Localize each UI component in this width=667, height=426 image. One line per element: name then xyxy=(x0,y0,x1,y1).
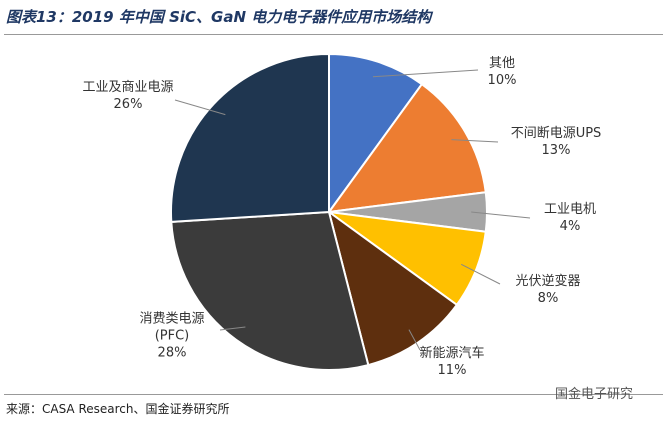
pie-slice xyxy=(328,52,424,216)
leader-line xyxy=(460,263,501,285)
leader-line xyxy=(471,211,531,219)
slice-label: 新能源汽车 11% xyxy=(419,345,484,379)
slice-label: 工业电机 4% xyxy=(544,201,596,235)
leader-line xyxy=(451,139,499,143)
slice-name: 新能源汽车 xyxy=(419,346,485,361)
pie-slice xyxy=(170,210,370,371)
slice-name: 光伏逆变器 xyxy=(515,274,581,289)
leader-line xyxy=(174,99,226,116)
slice-name: 其他 xyxy=(488,56,515,71)
rule xyxy=(4,394,663,395)
slice-label: 消费类电源(PFC) 28% xyxy=(137,311,207,362)
slice-label: 光伏逆变器 8% xyxy=(515,273,580,307)
slice-name: 消费类电源(PFC) xyxy=(139,311,205,344)
watermark: 国金电子研究 xyxy=(555,387,634,402)
source: 来源：CASA Research、国金证券研究所 xyxy=(6,402,230,416)
slice-label: 不间断电源UPS 13% xyxy=(511,125,602,159)
slice-value: 4% xyxy=(559,219,581,234)
leader-line xyxy=(372,69,479,78)
slice-value: 10% xyxy=(487,73,517,88)
pie-slice xyxy=(326,82,487,214)
slice-value: 26% xyxy=(113,97,143,112)
slice-name: 工业电机 xyxy=(543,202,597,217)
slice-value: 11% xyxy=(437,363,467,378)
slice-name: 不间断电源UPS xyxy=(510,126,602,141)
pie-slice xyxy=(327,209,459,367)
pie-slice xyxy=(170,52,330,223)
slice-value: 28% xyxy=(157,345,187,361)
leader-line xyxy=(408,329,421,351)
slice-value: 8% xyxy=(537,291,559,306)
rule xyxy=(4,34,663,35)
slice-label: 工业及商业电源 26% xyxy=(82,79,173,113)
leader-line xyxy=(219,326,246,331)
slice-value: 13% xyxy=(541,143,571,158)
slice-label: 其他 10% xyxy=(488,55,517,89)
slice-name: 工业及商业电源 xyxy=(82,80,174,95)
title: 图表13：2019 年中国 SiC、GaN 电力电子器件应用市场结构 xyxy=(6,8,432,26)
